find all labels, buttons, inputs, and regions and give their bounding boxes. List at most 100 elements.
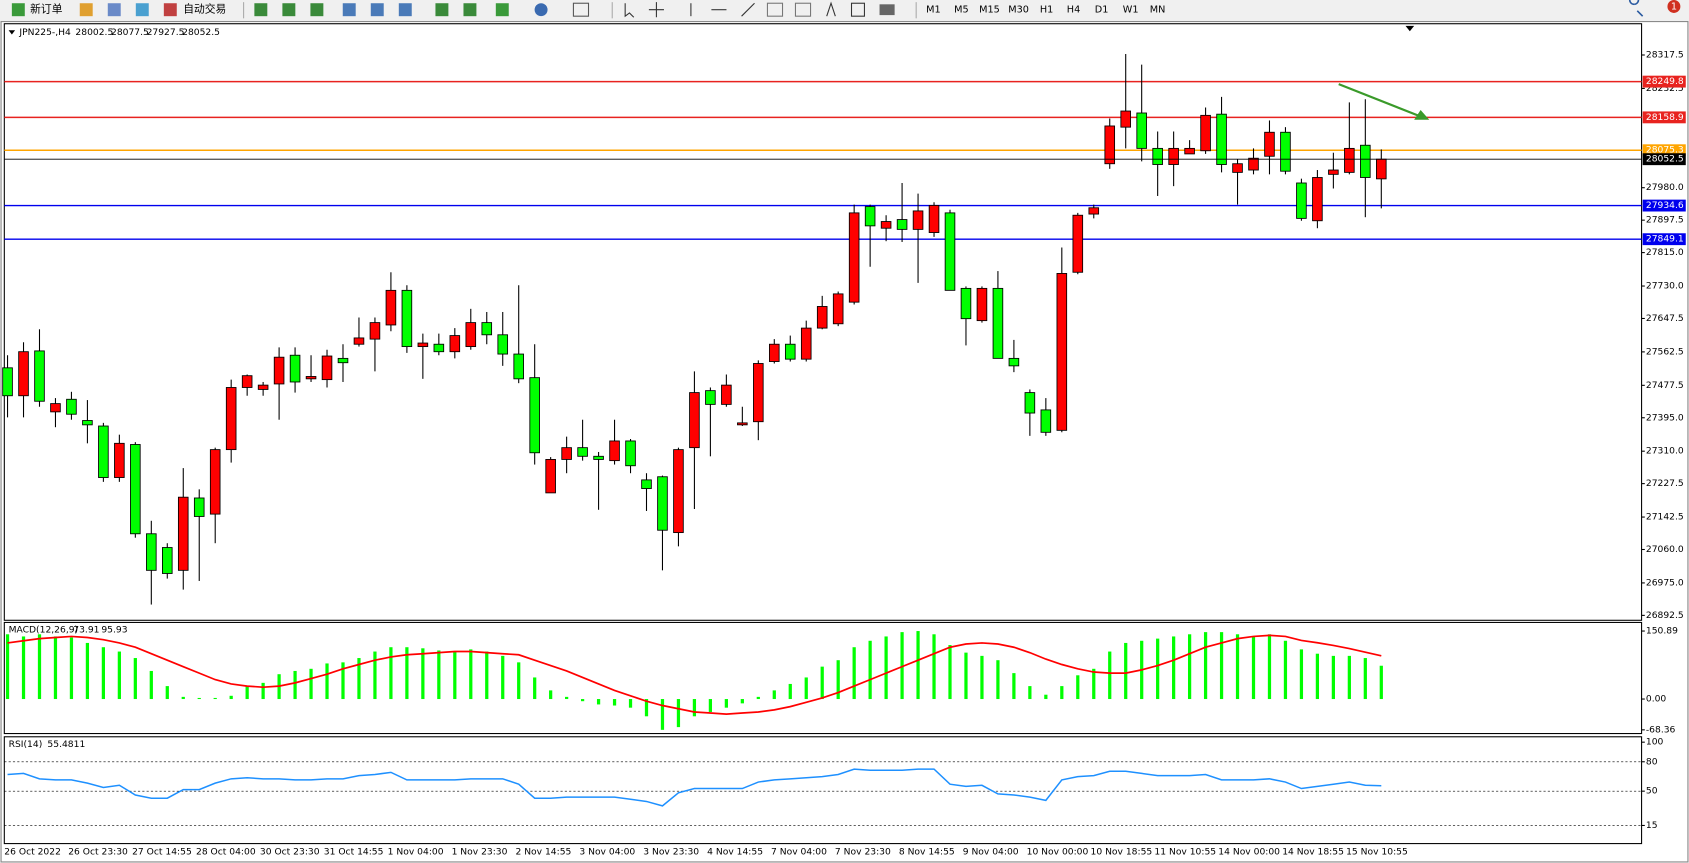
x-tick-label: 27 Oct 14:55	[132, 847, 192, 858]
period-icon[interactable]	[534, 3, 548, 17]
timeframe-button[interactable]: D1	[1095, 5, 1109, 16]
macd-bar	[501, 655, 505, 700]
chart-shift-marker	[1405, 25, 1415, 32]
indicator-icon[interactable]	[495, 3, 509, 17]
auto-trading-icon[interactable]	[163, 3, 177, 17]
search-icon[interactable]	[1628, 0, 1644, 17]
zoom-icon[interactable]	[370, 3, 384, 17]
candle-body	[481, 322, 493, 336]
macd-title: MACD(12,26,9)	[9, 624, 79, 635]
candle-body	[2, 367, 13, 397]
tool-icon[interactable]	[766, 2, 784, 17]
macd-bar	[964, 652, 968, 700]
candle-body	[225, 387, 237, 451]
candle-body	[960, 287, 972, 320]
timeframe-button[interactable]: M15	[979, 5, 1000, 16]
candle-body	[369, 322, 381, 340]
tile-icon[interactable]	[398, 3, 412, 17]
candle-body	[832, 293, 844, 325]
tool-icon[interactable]	[282, 3, 296, 17]
timeframe-button[interactable]: H1	[1040, 5, 1053, 16]
y-tick-label: 27310.0	[1646, 446, 1684, 457]
shapes-icon[interactable]	[879, 4, 895, 16]
current-price-label: 28052.5	[1646, 154, 1684, 165]
macd-bar	[133, 658, 137, 700]
cursor-icon[interactable]	[624, 3, 635, 18]
price-label: 27934.6	[1646, 200, 1684, 211]
candle-body	[1264, 131, 1275, 157]
current-price-bg	[1642, 153, 1686, 166]
macd-bar	[309, 668, 313, 700]
candle-body	[1312, 177, 1323, 222]
tool-icon[interactable]	[435, 3, 449, 17]
candle-body	[848, 212, 860, 303]
macd-bar	[5, 634, 10, 700]
x-tick-label: 31 Oct 14:55	[324, 847, 384, 858]
macd-bar	[1203, 632, 1208, 700]
candle-body	[209, 449, 221, 515]
tool-icon[interactable]	[254, 3, 268, 17]
x-tick-label: 14 Nov 00:00	[1218, 847, 1280, 858]
macd-bar	[405, 647, 409, 700]
x-tick-label: 30 Oct 23:30	[260, 847, 320, 858]
x-tick-label: 26 Oct 2022	[4, 847, 61, 858]
tool-icon[interactable]	[107, 3, 121, 17]
timeframe-button[interactable]: M1	[926, 5, 941, 16]
x-tick-label: 10 Nov 00:00	[1027, 847, 1089, 858]
template-icon[interactable]	[572, 2, 590, 17]
candle-body	[689, 392, 700, 449]
x-tick-label: 28 Oct 04:00	[196, 847, 256, 858]
candle-body	[992, 287, 1004, 359]
candle-body	[896, 219, 908, 230]
candle-body	[241, 375, 253, 388]
macd-bar	[1283, 640, 1288, 700]
y-tick-label: 27562.5	[1646, 346, 1684, 357]
macd-bar	[53, 636, 58, 700]
y-tick-label: 26892.5	[1646, 610, 1684, 621]
timeframe-button[interactable]: W1	[1123, 5, 1139, 16]
y-tick-label: 150.89	[1646, 626, 1678, 637]
candle-body	[880, 221, 892, 229]
arrow-head	[1414, 110, 1430, 120]
timeframe-button[interactable]: MN	[1150, 5, 1166, 16]
crosshair-icon[interactable]	[648, 2, 664, 18]
text-icon[interactable]	[826, 1, 836, 17]
tool-icon[interactable]	[135, 3, 149, 17]
new-order[interactable]: 新订单	[30, 3, 63, 16]
macd-bar	[565, 696, 569, 700]
x-tick-label: 14 Nov 18:55	[1282, 847, 1344, 858]
candle-body	[162, 547, 173, 574]
trendline-icon[interactable]	[741, 2, 755, 17]
macd-bar	[1092, 668, 1096, 700]
label-icon[interactable]	[850, 2, 865, 17]
macd-bar	[533, 677, 537, 700]
zoom-icon[interactable]	[342, 3, 356, 17]
tool-icon[interactable]	[310, 3, 324, 17]
macd-bar	[1156, 638, 1160, 700]
candle-body	[657, 476, 668, 531]
candle-body	[1168, 147, 1179, 165]
auto-trading[interactable]: 自动交易	[183, 3, 226, 16]
macd-bar	[772, 690, 776, 700]
candle-body	[273, 356, 285, 385]
timeframe-button[interactable]: M30	[1008, 5, 1029, 16]
candle-body	[1024, 392, 1036, 414]
timeframe-button[interactable]: M5	[954, 5, 969, 16]
tool-icon[interactable]	[79, 3, 93, 17]
macd-bar	[916, 631, 920, 700]
tool-icon[interactable]	[463, 3, 477, 17]
rsi-title: RSI(14)	[9, 739, 43, 750]
macd-bar	[628, 699, 633, 708]
tool-icon[interactable]	[794, 2, 812, 17]
new-order-icon[interactable]	[11, 3, 25, 17]
timeframe-button[interactable]: H4	[1067, 5, 1080, 16]
y-tick-label: 15	[1646, 820, 1658, 831]
candle-body	[593, 455, 604, 460]
macd-bar	[740, 699, 744, 704]
candle-body	[1360, 144, 1371, 178]
y-tick-label: 27477.5	[1646, 380, 1684, 391]
macd-bar	[644, 699, 649, 717]
candle-body	[50, 403, 61, 413]
notification-badge[interactable]	[1667, 0, 1681, 13]
candle-body	[1040, 409, 1052, 433]
